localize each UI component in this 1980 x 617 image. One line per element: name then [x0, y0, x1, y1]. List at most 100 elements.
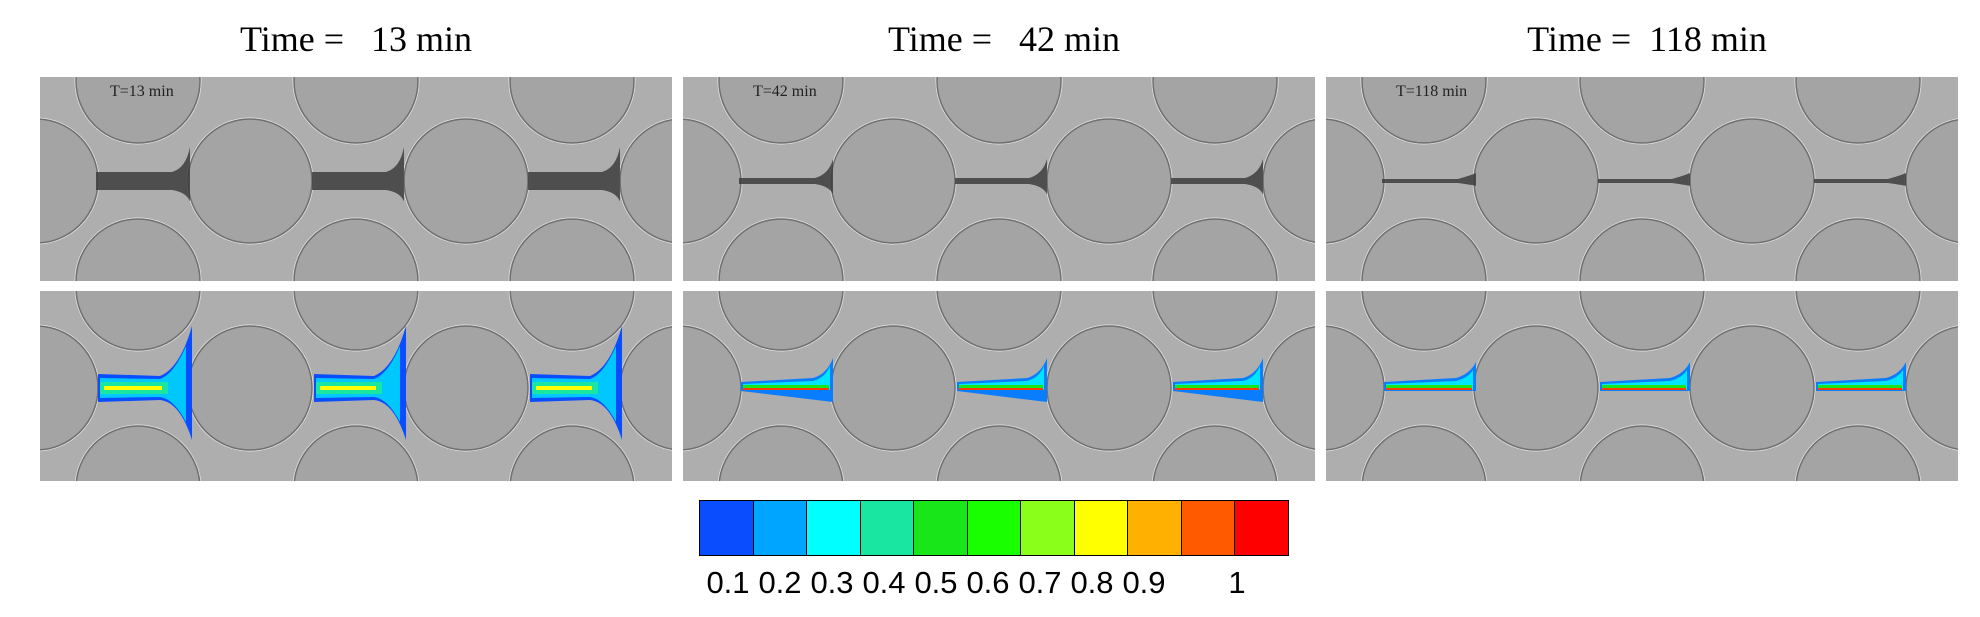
pillar	[935, 424, 1063, 481]
simulation-panel-2	[683, 291, 1315, 481]
pillar	[717, 217, 845, 281]
pillar	[292, 424, 420, 481]
pillar	[1326, 324, 1386, 452]
colorbar-swatch	[1128, 501, 1182, 555]
colorbar-tick: 0.1	[706, 565, 750, 600]
concentration-overlay	[741, 358, 833, 402]
pillar	[829, 324, 957, 452]
pillar	[1261, 325, 1315, 451]
pillar	[292, 77, 420, 145]
colorbar-tick: 0.5	[914, 565, 958, 600]
colorbar-tick: 1	[1228, 565, 1246, 600]
pillar	[1472, 324, 1600, 452]
pillar	[1578, 291, 1706, 352]
colorbar-tick: 0.9	[1122, 565, 1166, 600]
colorbar-swatch	[967, 501, 1022, 555]
concentration-overlay	[1600, 362, 1690, 391]
colorbar-tick: 0.2	[758, 565, 802, 600]
time-stamp-label: T=13 min	[110, 83, 174, 100]
simulation-panel-1	[40, 291, 672, 481]
colorbar-swatch	[1074, 501, 1129, 555]
colorbar-swatch	[914, 501, 968, 555]
micrograph-panel-2: T=42 min	[683, 77, 1315, 281]
pillar	[935, 217, 1063, 281]
colorbar-swatch	[700, 501, 754, 555]
pillar	[508, 291, 636, 352]
colorbar-tick: 0.3	[810, 565, 854, 600]
concentration-overlay	[1816, 362, 1906, 391]
pillar	[508, 424, 636, 481]
pillar	[40, 324, 100, 452]
liquid-thread	[1598, 173, 1690, 186]
colorbar-swatch	[1181, 501, 1236, 555]
pillar	[683, 324, 743, 452]
micrograph-panel-3: T=118 min	[1326, 77, 1958, 281]
pillar	[1794, 291, 1922, 352]
concentration-overlay	[1384, 362, 1476, 391]
column-title-3: Time = 118 min	[1527, 19, 1767, 59]
pillar	[717, 424, 845, 481]
pillar	[402, 324, 530, 452]
colorbar-tick: 0.4	[862, 565, 906, 600]
colorbar-swatch	[807, 501, 861, 555]
pillar	[829, 117, 957, 245]
pillar	[1688, 324, 1816, 452]
pillar	[74, 424, 202, 481]
colorbar-swatch	[1021, 501, 1075, 555]
pillar	[1151, 77, 1279, 145]
pillar	[74, 217, 202, 281]
liquid-thread	[96, 147, 190, 202]
time-stamp-label: T=42 min	[753, 83, 817, 100]
pillar	[1360, 424, 1488, 481]
pillar	[1578, 77, 1706, 145]
liquid-thread	[312, 147, 404, 202]
concentration-overlay	[957, 358, 1047, 402]
pillar	[186, 324, 314, 452]
column-title-1: Time = 13 min	[239, 19, 472, 59]
pillar	[1360, 77, 1488, 145]
pillar	[1578, 424, 1706, 481]
liquid-thread	[1814, 173, 1906, 186]
pillar	[1360, 217, 1488, 281]
pillar	[717, 291, 845, 352]
concentration-overlay	[314, 326, 406, 440]
colorbar-tick-labels: 0.1 0.2 0.3 0.4 0.5 0.6 0.7 0.8 0.9 1	[0, 565, 1980, 605]
colorbar-tick: 0.8	[1070, 565, 1114, 600]
pillar	[1045, 117, 1173, 245]
colorbar	[699, 500, 1289, 556]
liquid-thread	[1382, 173, 1476, 186]
pillar	[292, 291, 420, 352]
colorbar-tick: 0.6	[966, 565, 1010, 600]
pillar	[935, 291, 1063, 352]
pillar	[1794, 217, 1922, 281]
pillar	[935, 77, 1063, 145]
pillar	[1794, 77, 1922, 145]
colorbar-swatch	[860, 501, 915, 555]
concentration-overlay	[98, 326, 192, 440]
pillar	[508, 217, 636, 281]
pillar	[717, 77, 845, 145]
pillar	[1151, 424, 1279, 481]
pillar	[1151, 217, 1279, 281]
pillar	[74, 291, 202, 352]
colorbar-swatch	[753, 501, 808, 555]
concentration-overlay	[1173, 358, 1263, 402]
pillar	[186, 117, 314, 245]
micrograph-panel-1: T=13 min	[40, 77, 672, 281]
pillar	[1151, 291, 1279, 352]
pillar	[1688, 117, 1816, 245]
pillar	[1045, 324, 1173, 452]
pillar	[1578, 217, 1706, 281]
pillar	[1794, 424, 1922, 481]
simulation-panel-3	[1326, 291, 1958, 481]
pillar	[508, 77, 636, 145]
pillar	[292, 217, 420, 281]
concentration-overlay	[530, 326, 622, 440]
pillar	[1360, 291, 1488, 352]
pillar	[1472, 117, 1600, 245]
colorbar-swatch	[1235, 501, 1289, 555]
pillar	[402, 117, 530, 245]
colorbar-tick: 0.7	[1018, 565, 1062, 600]
liquid-thread	[528, 147, 620, 202]
pillar	[74, 77, 202, 145]
